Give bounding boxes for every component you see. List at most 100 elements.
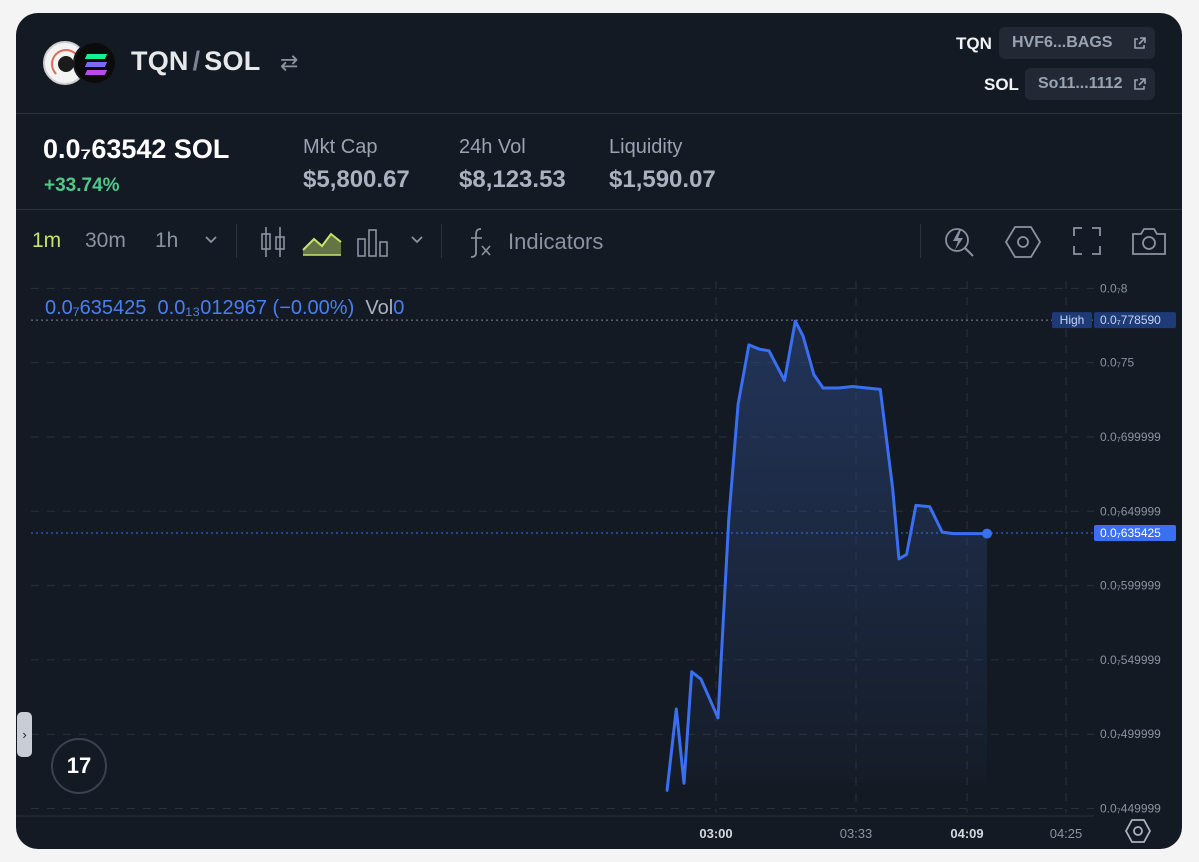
- timeframe-1m[interactable]: 1m: [32, 229, 62, 252]
- mkt-cap-value: $5,800.67: [303, 166, 410, 193]
- x-tick-label: 03:00: [699, 826, 732, 841]
- price-point: [897, 557, 901, 561]
- chart-toolbar: 1m 30m 1h Indicators: [16, 210, 1182, 274]
- toolbar-divider: [441, 224, 442, 258]
- legend-change: 0.0₁₃012967 (−0.00%): [157, 297, 355, 319]
- pair-separator: /: [192, 46, 201, 76]
- market-stats: 0.0₇63542 SOL +33.74% Mkt Cap $5,800.67 …: [16, 114, 1182, 210]
- timeframe-30m[interactable]: 30m: [85, 229, 126, 252]
- mkt-cap-label: Mkt Cap: [303, 136, 378, 158]
- last-price-badge: [1094, 524, 1176, 541]
- volume-value: $8,123.53: [459, 166, 566, 193]
- address-label-sol: SOL: [984, 75, 1019, 94]
- toolbar-divider: [920, 224, 921, 258]
- address-label-tqn: TQN: [956, 34, 992, 53]
- high-value-label: 0.0₇778590: [1100, 313, 1161, 327]
- legend-close: 0.0₇635425: [45, 297, 147, 319]
- alert-search-icon[interactable]: [944, 225, 976, 259]
- function-icon[interactable]: [467, 225, 495, 259]
- price-point: [727, 517, 731, 520]
- toolbar-divider: [236, 224, 237, 258]
- price-point: [891, 487, 894, 491]
- price-point: [682, 782, 686, 785]
- x-tick-label: 04:25: [1050, 826, 1083, 841]
- x-tick-label: 04:09: [950, 826, 983, 841]
- price-point: [736, 403, 740, 406]
- price-point: [928, 505, 932, 509]
- swap-pair-icon[interactable]: ⇄: [280, 50, 299, 75]
- high-badge: [1052, 312, 1092, 329]
- price-point: [665, 789, 669, 792]
- price-chart[interactable]: 0.0₇8 0.0₇75 0.0₇699999 0.0₇649999 0.0₇59999…: [16, 13, 1182, 849]
- address-value-tqn: HVF6...BAGS: [1012, 34, 1113, 51]
- liquidity-value: $1,590.07: [609, 166, 716, 193]
- price-point: [812, 373, 816, 376]
- price-point: [914, 504, 918, 507]
- price-point: [747, 343, 751, 347]
- price-point: [821, 386, 825, 390]
- price-point: [716, 716, 720, 720]
- y-tick-label: 0.0₇8: [1100, 281, 1128, 295]
- high-value-badge: [1094, 312, 1176, 329]
- price-point: [879, 388, 882, 391]
- volume-label: 24h Vol: [459, 136, 526, 158]
- indicators-button[interactable]: Indicators: [508, 229, 604, 254]
- y-tick-label: 0.0₇499999: [1100, 727, 1161, 741]
- address-chip-tqn[interactable]: HVF6...BAGS: [999, 27, 1155, 59]
- price-point: [851, 385, 854, 388]
- settings-hex-icon[interactable]: [1005, 225, 1041, 259]
- x-tick-label: 03:33: [840, 826, 873, 841]
- legend-vol-label: Vol: [365, 297, 394, 319]
- side-panel-toggle[interactable]: ›: [17, 712, 32, 757]
- y-tick-label: 0.0₇549999: [1100, 653, 1161, 667]
- y-tick-label: 0.0₇699999: [1100, 430, 1161, 444]
- price-point: [699, 678, 703, 681]
- solana-token-icon: [73, 41, 117, 85]
- price-point: [675, 707, 678, 711]
- price-point: [794, 319, 797, 323]
- scale-settings-icon[interactable]: [1125, 819, 1151, 843]
- y-tick-label: 0.0₇75: [1100, 356, 1134, 370]
- last-price-dot: [982, 528, 992, 539]
- price-point: [767, 349, 771, 352]
- pair-header: TQN / SOL ⇄ TQN HVF6...BAGS SOL So11...111…: [16, 13, 1182, 114]
- base-symbol: TQN: [131, 46, 189, 76]
- legend-vol-value: 0: [393, 297, 405, 319]
- external-link-icon: [1134, 78, 1146, 90]
- y-tick-label: 0.0₇649999: [1100, 504, 1161, 518]
- chevron-down-icon[interactable]: [410, 235, 424, 245]
- ohlc-legend: 0.0₇635425 0.0₁₃012967 (−0.00%) Vol0: [45, 297, 404, 320]
- price-change: +33.74%: [44, 175, 120, 196]
- price-line: [665, 319, 987, 791]
- token-logos: [43, 41, 123, 87]
- price-point: [783, 379, 786, 382]
- price-point: [758, 348, 761, 351]
- price-point: [837, 386, 840, 390]
- y-tick-label: 0.0₇449999: [1100, 802, 1161, 816]
- area-chart-icon[interactable]: [302, 226, 342, 256]
- high-label: High: [1060, 313, 1085, 327]
- liquidity-label: Liquidity: [609, 136, 683, 158]
- price-point: [905, 553, 908, 556]
- current-price: 0.0₇63542 SOL: [43, 134, 230, 164]
- fullscreen-icon[interactable]: [1072, 226, 1102, 256]
- tradingview-logo[interactable]: 17: [51, 738, 107, 794]
- camera-icon[interactable]: [1131, 226, 1167, 256]
- address-value-sol: So11...1112: [1038, 75, 1123, 92]
- price-point: [690, 670, 693, 674]
- timeframe-1h[interactable]: 1h: [155, 229, 179, 252]
- last-price-label: 0.0₇635425: [1100, 526, 1161, 540]
- price-area-fill: [667, 321, 987, 791]
- y-tick-label: 0.0₇599999: [1100, 579, 1161, 593]
- price-point: [978, 532, 981, 535]
- price-point: [962, 532, 966, 535]
- external-link-icon: [1134, 37, 1146, 49]
- chevron-down-icon[interactable]: [204, 235, 218, 245]
- candlestick-icon[interactable]: [259, 225, 287, 259]
- chart-card: TQN / SOL ⇄ TQN HVF6...BAGS SOL So11...111…: [16, 13, 1182, 849]
- pair-title: TQN / SOL: [131, 46, 260, 77]
- quote-symbol: SOL: [204, 46, 261, 76]
- price-point: [801, 334, 805, 338]
- address-chip-sol[interactable]: So11...1112: [1025, 68, 1155, 100]
- bar-chart-icon[interactable]: [356, 227, 390, 257]
